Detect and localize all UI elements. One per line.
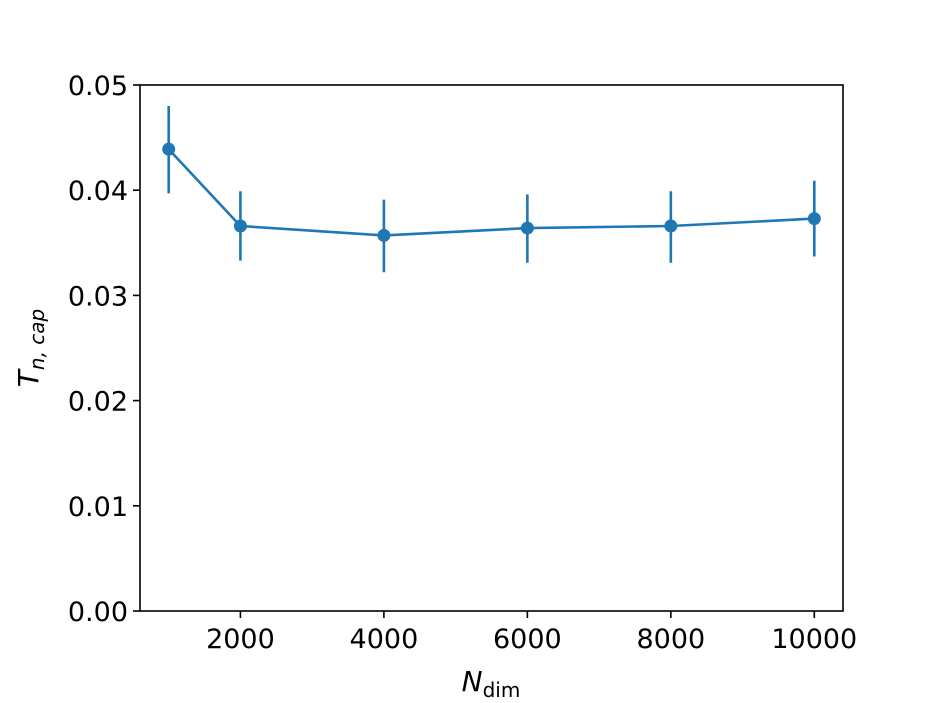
- data-point: [233, 219, 247, 233]
- data-point: [377, 228, 391, 242]
- x-tick-label: 8000: [636, 624, 705, 655]
- data-point: [162, 142, 176, 156]
- y-tick-label: 0.00: [68, 597, 128, 628]
- x-axis-label-sub: dim: [483, 678, 521, 702]
- series-line: [167, 148, 815, 237]
- y-tick-label: 0.03: [68, 281, 128, 312]
- x-tick-label: 6000: [493, 624, 562, 655]
- y-axis-label: Tn, cap: [12, 309, 49, 387]
- y-axis-label-main: T: [12, 368, 45, 387]
- y-tick-label: 0.02: [68, 387, 128, 418]
- data-point: [520, 221, 534, 235]
- x-tick-label: 2000: [206, 624, 275, 655]
- y-tick-label: 0.01: [68, 492, 128, 523]
- data-point: [664, 219, 678, 233]
- plot-frame: [139, 84, 844, 612]
- x-tick-label: 10000: [771, 624, 857, 655]
- y-tick-label: 0.04: [68, 176, 128, 207]
- y-axis-label-sub: n, cap: [25, 309, 49, 370]
- ticks-layer: 2000 4000 6000 8000 10000 0.00 0.01 0.02 0.03 0.0…: [68, 71, 857, 655]
- y-tick-label: 0.05: [68, 71, 128, 102]
- x-axis-label: Ndim: [462, 665, 521, 702]
- x-tick-label: 4000: [350, 624, 419, 655]
- x-axis-label-main: N: [462, 665, 483, 698]
- data-layer: [162, 106, 821, 273]
- data-point: [807, 212, 821, 226]
